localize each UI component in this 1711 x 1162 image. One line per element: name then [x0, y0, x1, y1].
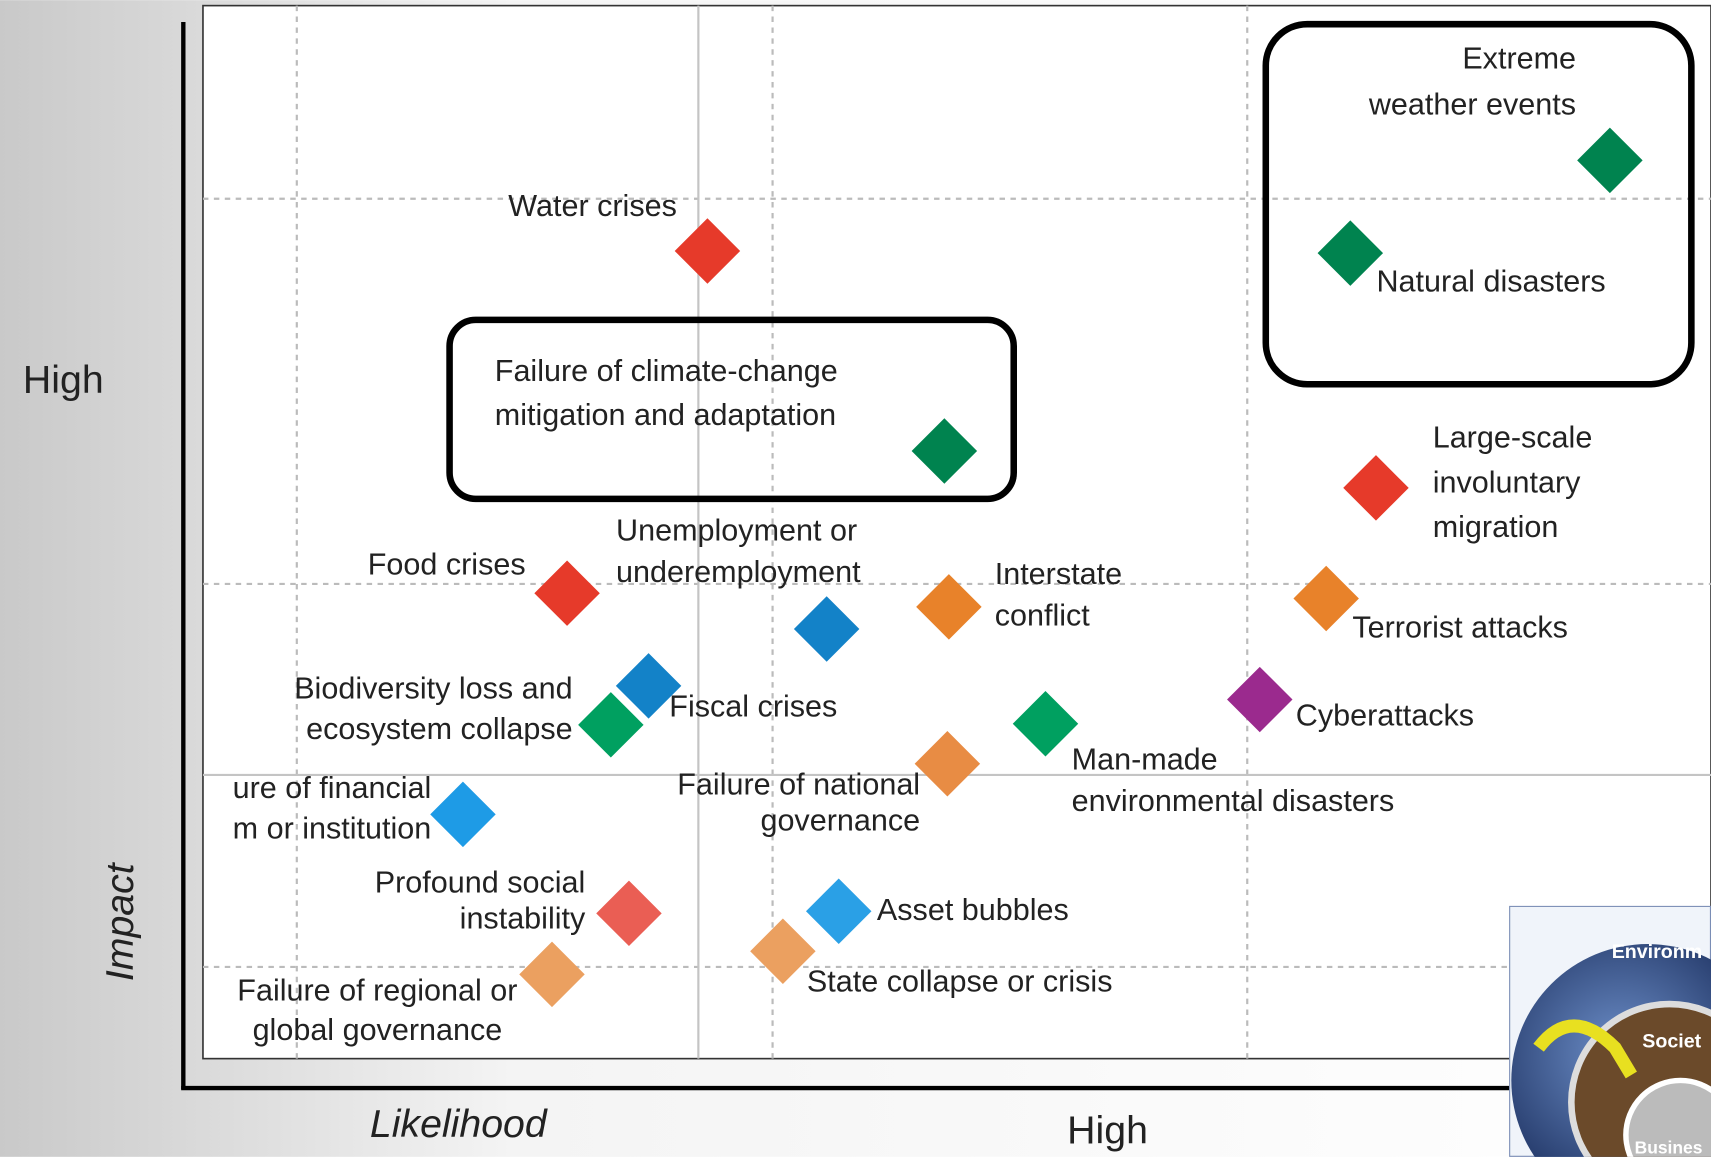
y-high-label: High	[23, 358, 104, 402]
risk-label: Terrorist attacks	[1352, 611, 1568, 645]
risk-label: weather events	[1368, 88, 1576, 122]
risk-label: Interstate	[995, 557, 1122, 591]
risk-label: Asset bubbles	[877, 893, 1069, 927]
risk-label: underemployment	[616, 555, 861, 589]
slide: High Impact Likelihood High Extreme weath…	[0, 0, 1711, 1157]
risk-label: Water crises	[508, 189, 677, 223]
risk-label: Failure of climate-change	[495, 354, 838, 388]
risk-label: mitigation and adaptation	[495, 398, 836, 432]
risk-label: Fiscal crises	[669, 689, 837, 723]
x-high-label: High	[1067, 1109, 1148, 1153]
risk-label: Failure of regional or	[237, 974, 517, 1008]
risk-label: Large-scale	[1433, 421, 1593, 455]
y-axis-title: Impact	[98, 861, 142, 981]
risk-label: Failure of national	[677, 767, 920, 801]
risk-label: instability	[460, 902, 586, 936]
thumbnail: Environm Societ Busines	[1509, 906, 1711, 1157]
risk-label: State collapse or crisis	[807, 965, 1113, 999]
risk-label: m or institution	[233, 811, 432, 845]
risk-label: conflict	[995, 598, 1091, 632]
risk-label: Man-made	[1072, 743, 1218, 777]
risk-label: Food crises	[368, 548, 526, 582]
risk-label: ecosystem collapse	[306, 712, 573, 746]
risk-label: involuntary	[1433, 465, 1581, 499]
risk-label: Unemployment or	[616, 514, 857, 548]
risk-label: Cyberattacks	[1296, 699, 1474, 733]
risk-label: environmental disasters	[1072, 784, 1395, 818]
risk-label: Natural disasters	[1377, 264, 1606, 298]
thumbnail-label: Busines	[1635, 1138, 1703, 1157]
risk-label: governance	[760, 803, 920, 837]
risk-label: Profound social	[375, 866, 586, 900]
risk-label: global governance	[253, 1013, 503, 1047]
thumbnail-label: Environm	[1612, 941, 1703, 963]
risk-label: migration	[1433, 510, 1559, 544]
risk-label: Biodiversity loss and	[294, 672, 572, 706]
thumbnail-label: Societ	[1642, 1031, 1701, 1053]
risk-label: ure of financial	[233, 771, 432, 805]
risk-label: Extreme	[1462, 42, 1576, 76]
x-axis-title: Likelihood	[370, 1102, 548, 1146]
